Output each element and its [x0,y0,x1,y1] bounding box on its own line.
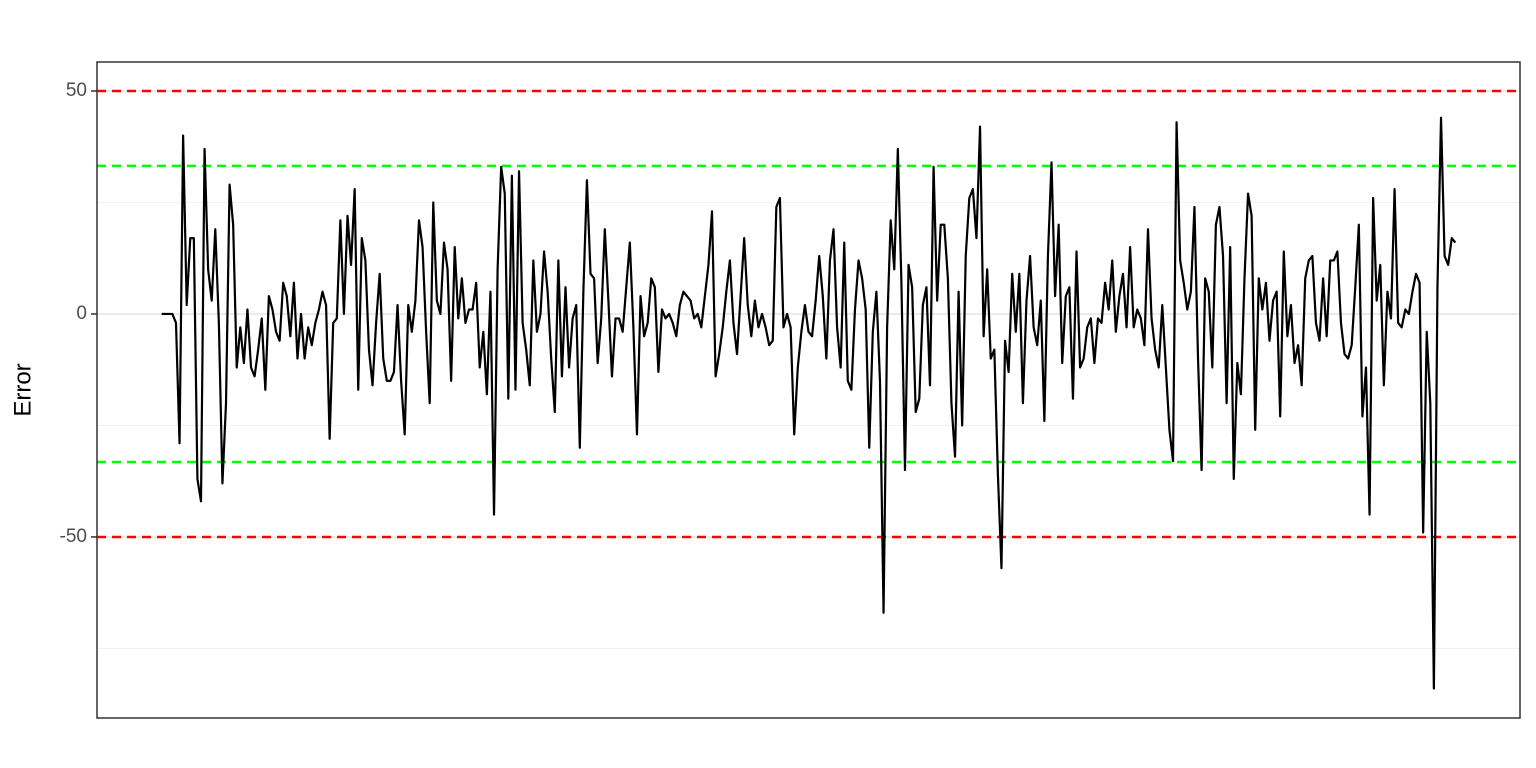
y-axis-label: Error [9,363,36,416]
y-tick-label: 50 [66,80,87,101]
y-tick-label: 0 [76,303,87,324]
data-line [161,116,1457,690]
y-tick-label: -50 [60,526,87,547]
panel-border [96,61,1521,719]
